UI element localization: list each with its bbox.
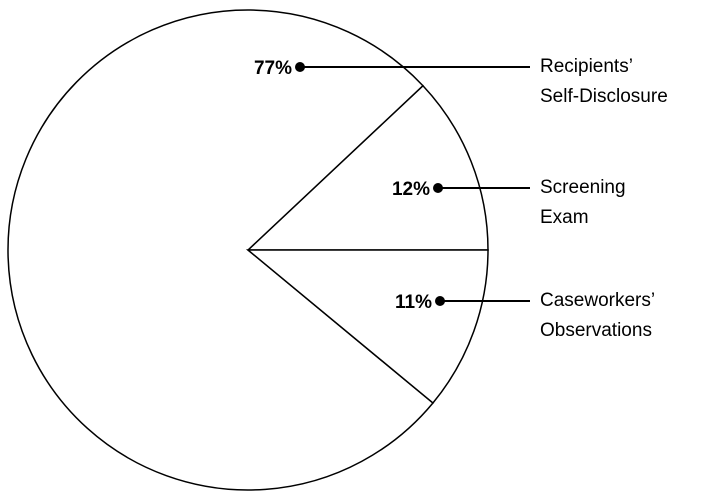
pie-slice: [7, 9, 434, 491]
slice-label: Recipients’ Self-Disclosure: [540, 56, 668, 107]
slice-label: Caseworkers’ Observations: [540, 290, 655, 341]
value-label: 11%: [395, 292, 432, 313]
slice-label: Screening Exam: [540, 177, 626, 228]
value-label: 77%: [254, 58, 292, 79]
pie-slice: [246, 84, 489, 251]
value-label: 12%: [392, 179, 430, 200]
pie-slice: [245, 249, 489, 405]
